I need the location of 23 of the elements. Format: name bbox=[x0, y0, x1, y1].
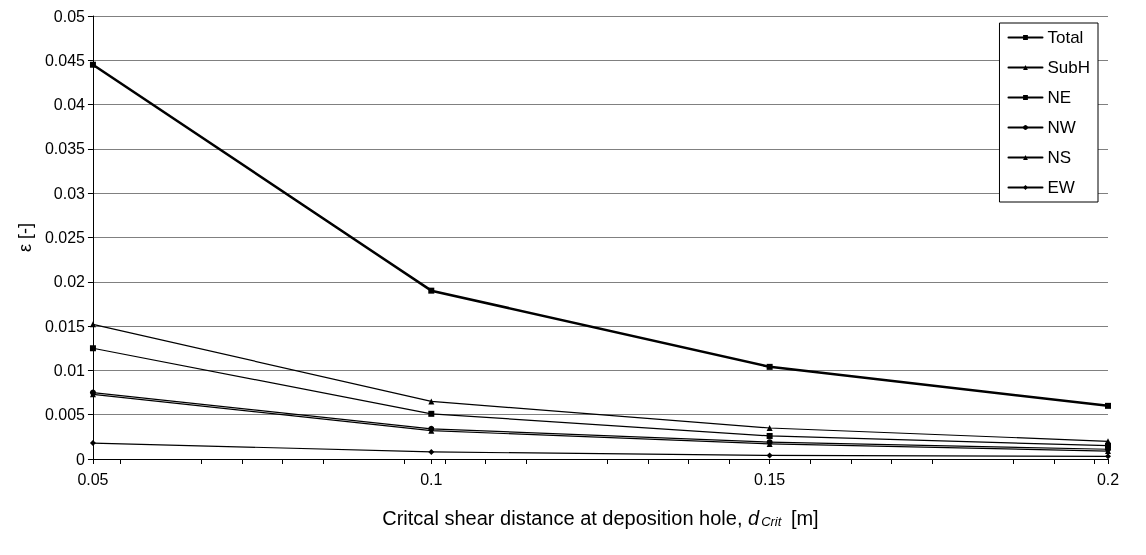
legend-label: NE bbox=[1047, 88, 1072, 107]
x-tick-label: 0.15 bbox=[754, 470, 786, 488]
y-tick-label: 0.03 bbox=[53, 184, 86, 202]
y-tick-label: 0.035 bbox=[44, 140, 86, 158]
x-tick-label: 0.2 bbox=[1096, 470, 1120, 488]
y-tick-label: 0.05 bbox=[53, 7, 86, 25]
y-axis-title: ε [-] bbox=[15, 222, 35, 253]
x-axis-title: Critcal shear distance at deposition hole, dCrit [m] bbox=[382, 506, 819, 529]
y-tick-label: 0.01 bbox=[53, 361, 86, 379]
legend-label: NS bbox=[1047, 148, 1072, 167]
y-tick-label: 0.015 bbox=[44, 317, 86, 335]
y-tick-label: 0.005 bbox=[44, 406, 86, 424]
legend-label: EW bbox=[1047, 178, 1075, 197]
y-tick-label: 0.025 bbox=[44, 229, 86, 246]
y-tick-label: 0 bbox=[76, 450, 86, 468]
x-tick-label: 0.1 bbox=[420, 470, 443, 488]
y-tick-label: 0.04 bbox=[53, 96, 86, 114]
legend-label: NW bbox=[1047, 118, 1076, 137]
y-tick-label: 0.02 bbox=[53, 273, 86, 291]
legend-label: Total bbox=[1047, 28, 1084, 47]
y-tick-label: 0.045 bbox=[44, 51, 86, 69]
x-tick-label: 0.05 bbox=[77, 470, 109, 488]
legend-label: SubH bbox=[1047, 58, 1091, 77]
